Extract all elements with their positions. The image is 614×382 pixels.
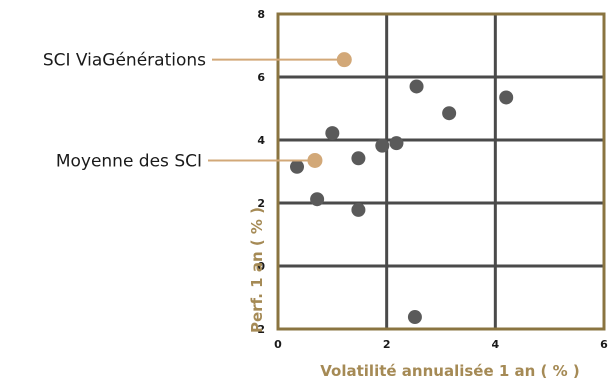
y-tick-label-5: 8 [257,8,265,21]
grid-lines [278,14,604,329]
x-tick-label-2: 4 [492,338,500,351]
highlight-label-0: SCI ViaGénérations [43,51,206,71]
highlight-point-1 [307,152,323,168]
y-tick-label-4: 6 [257,71,265,84]
data-point-9 [499,90,514,105]
data-point-10 [407,310,422,325]
data-point-0 [290,159,305,174]
data-point-8 [442,106,457,121]
y-tick-label-1: 0 [257,260,265,273]
data-point-5 [375,138,390,153]
data-points [290,79,514,325]
data-point-4 [351,202,366,217]
highlight-label-1: Moyenne des SCI [56,151,202,171]
data-point-1 [310,192,325,207]
data-point-2 [325,126,340,141]
y-tick-label-2: 2 [257,197,265,210]
highlight-point-0 [336,52,352,68]
data-point-6 [389,136,404,151]
x-tick-label-3: 6 [600,338,608,351]
y-axis-title: Perf. 1 an ( % ) [248,207,266,333]
y-tick-label-3: 4 [257,134,265,147]
x-axis-ticks: 0 2 4 6 [274,338,608,351]
data-point-7 [409,79,424,94]
x-tick-label-0: 0 [274,338,282,351]
plot-frame [276,12,606,331]
y-axis-ticks: -2 0 2 4 6 8 [253,8,266,336]
x-axis-title: Volatilité annualisée 1 an ( % ) [320,362,579,380]
highlight-annotations: SCI ViaGénérations Moyenne des SCI [43,51,352,171]
data-point-3 [351,151,366,166]
y-tick-label-0: -2 [253,323,265,336]
x-tick-label-1: 2 [383,338,391,351]
